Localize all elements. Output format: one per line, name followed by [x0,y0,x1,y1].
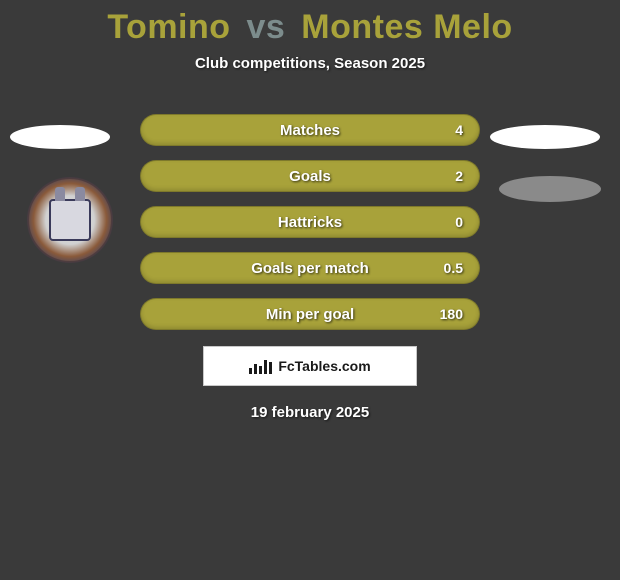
vs-text: vs [247,8,286,46]
stat-bar-value: 2 [455,168,463,184]
right-bottom-ellipse [499,176,601,202]
stat-bar-label: Hattricks [278,214,342,231]
brand-box: FcTables.com [203,346,417,386]
stat-bar-value: 0 [455,214,463,230]
page-title: Tomino vs Montes Melo [0,0,620,47]
brand-text: FcTables.com [278,358,370,374]
player2-name: Montes Melo [301,8,512,46]
footer-date: 19 february 2025 [0,404,620,421]
club-badge-inner [49,199,91,241]
subtitle: Club competitions, Season 2025 [0,55,620,72]
stat-bar-value: 180 [440,306,463,322]
left-ellipse [10,125,110,149]
player1-name: Tomino [107,8,230,46]
stat-bar-label: Goals per match [251,260,369,277]
stat-bar: Min per goal 180 [140,298,480,330]
stat-bar-label: Matches [280,122,340,139]
right-top-ellipse [490,125,600,149]
brand-prefix: Fc [278,358,294,374]
stat-bars: Matches 4 Goals 2 Hattricks 0 Goals per match 0… [140,114,480,330]
stat-bar-value: 0.5 [444,260,463,276]
stat-bar: Hattricks 0 [140,206,480,238]
club-badge [27,177,113,263]
stat-bar: Matches 4 [140,114,480,146]
chart-icon [249,358,272,374]
stat-bar-label: Min per goal [266,306,354,323]
stat-bar: Goals 2 [140,160,480,192]
stat-bar-label: Goals [289,168,331,185]
brand-suffix: Tables.com [295,358,371,374]
stat-bar-value: 4 [455,122,463,138]
stat-bar: Goals per match 0.5 [140,252,480,284]
